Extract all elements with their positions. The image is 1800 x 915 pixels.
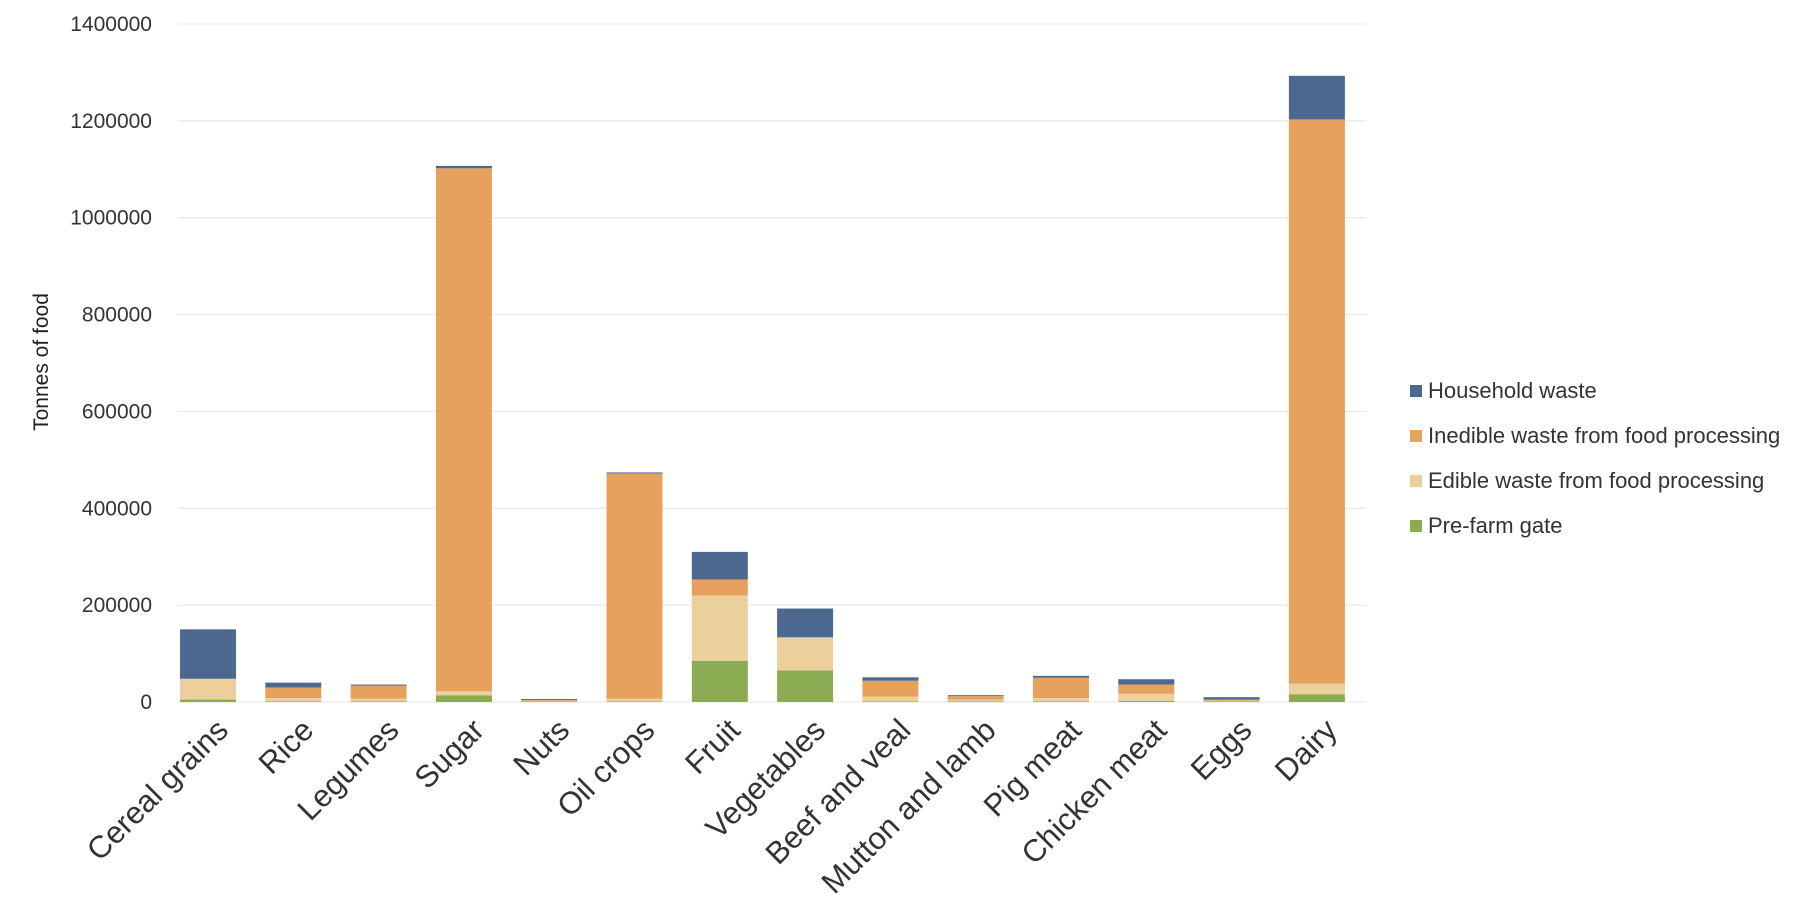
y-tick-label: 600000 <box>82 400 152 423</box>
legend-label: Household waste <box>1428 378 1597 403</box>
bar-segment <box>1033 677 1089 699</box>
bar-segment <box>1288 694 1345 702</box>
bar-segment <box>1118 693 1175 702</box>
bar-segment <box>1033 698 1089 702</box>
bar-segment <box>1288 75 1345 120</box>
y-tick-label: 200000 <box>82 594 152 617</box>
y-tick-labels: 0 200000 400000 600000 800000 1000000 1200000 1… <box>70 13 152 714</box>
bar-segment <box>947 696 1004 700</box>
y-tick-label: 800000 <box>82 304 152 327</box>
bar-segment <box>862 680 919 697</box>
y-tick-label: 400000 <box>82 497 152 520</box>
legend-label: Pre-farm gate <box>1428 513 1563 538</box>
bar-segment <box>606 698 663 702</box>
y-tick-label: 1000000 <box>70 207 152 230</box>
bar-segment <box>350 698 407 702</box>
bar-segment <box>862 677 919 681</box>
bar-segment <box>691 595 748 661</box>
y-axis-title: Tonnes of food <box>30 293 53 431</box>
category-label: Rice <box>252 712 321 781</box>
y-tick-label: 1400000 <box>70 13 152 36</box>
bar-segment <box>606 473 663 699</box>
bar-segment <box>1118 701 1175 702</box>
bar-segment <box>180 699 236 702</box>
category-label: Cereal grains <box>80 712 235 867</box>
legend-swatch <box>1410 385 1422 397</box>
bar-segment <box>265 682 322 688</box>
legend-label: Inedible waste from food processing <box>1428 423 1780 448</box>
category-label: Fruit <box>678 712 747 781</box>
bar-segment <box>1118 679 1175 685</box>
bar-segment <box>435 691 492 696</box>
bar-segment <box>180 629 236 679</box>
bar-segment <box>265 687 322 699</box>
category-label: Nuts <box>506 712 576 782</box>
bar-segment <box>1033 675 1089 678</box>
bar-segment <box>521 699 578 701</box>
bar-segment <box>1288 683 1345 695</box>
bar-segment <box>265 698 322 702</box>
legend: Household waste Inedible waste from food … <box>1410 378 1780 538</box>
bar-segment <box>435 695 492 702</box>
bars <box>180 75 1345 702</box>
bar-segment <box>606 472 663 474</box>
legend-swatch <box>1410 475 1422 487</box>
bar-segment <box>435 165 492 169</box>
bar-segment <box>777 670 834 702</box>
bar-segment <box>180 678 236 700</box>
bar-segment <box>1203 697 1260 700</box>
bar-segment <box>862 696 919 702</box>
category-label: Sugar <box>408 712 491 795</box>
category-label: Dairy <box>1268 712 1344 788</box>
bar-segment <box>521 700 578 702</box>
legend-label: Edible waste from food processing <box>1428 468 1764 493</box>
legend-swatch <box>1410 430 1422 442</box>
bar-segment <box>691 551 748 580</box>
bar-segment <box>435 168 492 692</box>
bar-segment <box>691 660 748 702</box>
bar-segment <box>777 608 834 638</box>
bar-segment <box>1203 699 1260 701</box>
category-label: Eggs <box>1184 712 1259 787</box>
bar-segment <box>1288 119 1345 684</box>
bar-segment <box>947 695 1004 697</box>
y-tick-label: 0 <box>140 691 152 714</box>
legend-swatch <box>1410 520 1422 532</box>
bar-segment <box>350 685 407 699</box>
bar-segment <box>1203 700 1260 702</box>
bar-segment <box>947 699 1004 702</box>
gridlines <box>178 23 1366 703</box>
bar-segment <box>1118 684 1175 694</box>
bar-segment <box>777 637 834 671</box>
bar-segment <box>350 684 407 686</box>
y-tick-label: 1200000 <box>70 110 152 133</box>
bar-segment <box>691 579 748 596</box>
